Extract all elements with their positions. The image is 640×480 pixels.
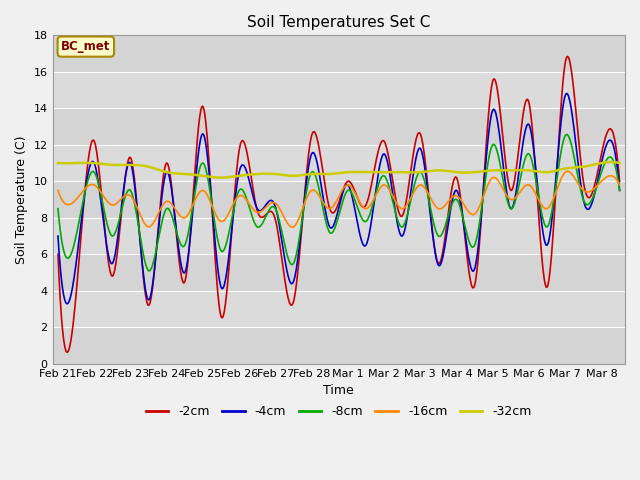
Bar xyxy=(52,181,625,218)
Y-axis label: Soil Temperature (C): Soil Temperature (C) xyxy=(15,135,28,264)
Bar xyxy=(52,291,625,327)
Text: BC_met: BC_met xyxy=(61,40,111,53)
Bar xyxy=(52,254,625,291)
X-axis label: Time: Time xyxy=(323,384,354,397)
Title: Soil Temperatures Set C: Soil Temperatures Set C xyxy=(247,15,431,30)
Bar xyxy=(52,145,625,181)
Bar xyxy=(52,218,625,254)
Bar xyxy=(52,36,625,72)
Bar xyxy=(52,108,625,145)
Bar xyxy=(52,72,625,108)
Legend: -2cm, -4cm, -8cm, -16cm, -32cm: -2cm, -4cm, -8cm, -16cm, -32cm xyxy=(141,400,537,423)
Bar xyxy=(52,327,625,364)
